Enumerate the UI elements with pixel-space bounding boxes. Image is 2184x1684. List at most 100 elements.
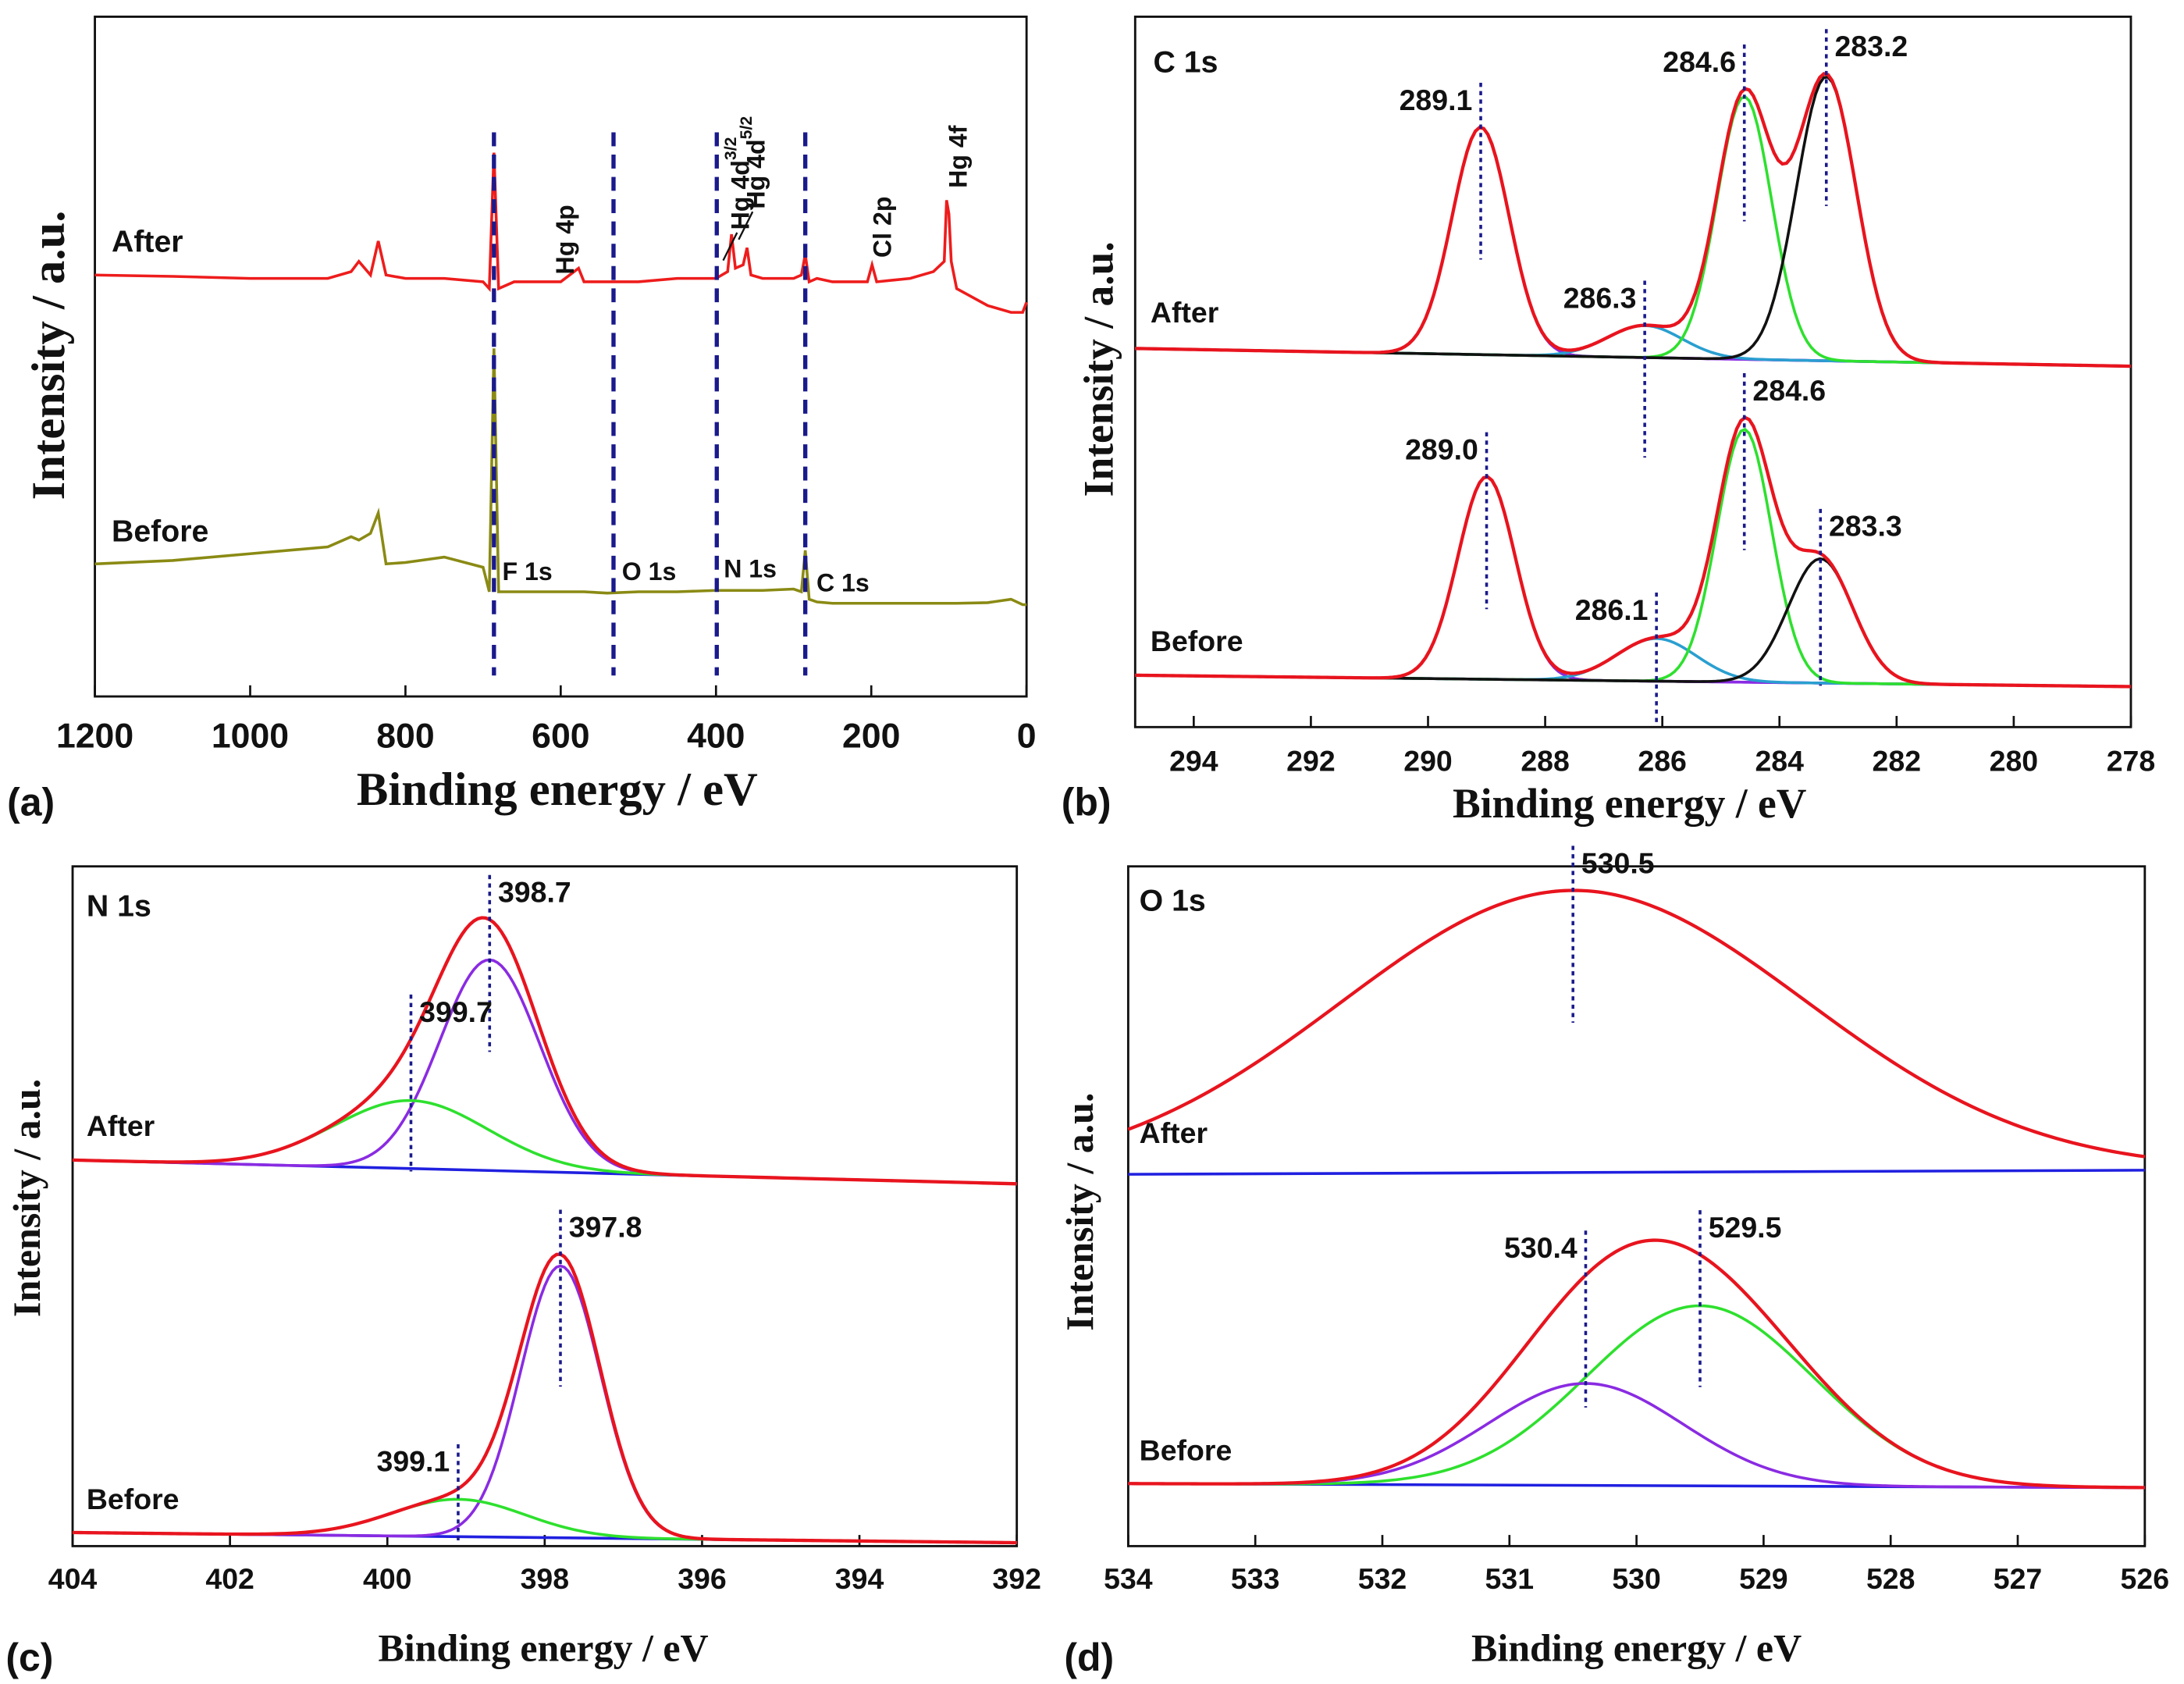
panel-title: C 1s xyxy=(1154,45,1218,79)
x-tick-label: 288 xyxy=(1521,745,1569,778)
fit-envelope xyxy=(73,1252,1017,1545)
x-axis-label: Binding energy / eV xyxy=(1471,1625,1802,1669)
x-axis-label: Binding energy / eV xyxy=(379,1625,709,1669)
peak-annotation: Hg 4d5/2 xyxy=(737,116,770,209)
annotation-arrow xyxy=(738,211,754,240)
panel-label: (c) xyxy=(5,1636,53,1679)
x-axis-label: Binding energy / eV xyxy=(1453,780,1807,827)
annotation-text: C 1s xyxy=(816,569,870,597)
x-axis-label: Binding energy / eV xyxy=(357,764,758,816)
peak-label: 283.3 xyxy=(1829,510,1902,543)
peak-label: 530.5 xyxy=(1581,846,1655,879)
series-label: After xyxy=(112,225,183,259)
fit-component xyxy=(1135,427,2131,689)
x-tick-label: 392 xyxy=(992,1562,1041,1595)
x-tick-label: 398 xyxy=(521,1562,569,1595)
x-tick-label: 402 xyxy=(205,1562,254,1595)
peak-annotation: Cl 2p xyxy=(869,197,897,258)
x-tick-label: 404 xyxy=(48,1562,98,1595)
fit-component xyxy=(1135,75,2131,368)
fit-envelope xyxy=(1128,1238,2145,1490)
x-tick-label: 532 xyxy=(1358,1562,1407,1595)
annotation-text: Cl 2p xyxy=(869,197,897,258)
panel-label: (b) xyxy=(1062,780,1112,824)
fit-component xyxy=(1135,126,2131,368)
peak-label: 284.6 xyxy=(1752,374,1826,407)
x-tick-label: 800 xyxy=(376,717,434,755)
fit-envelope xyxy=(1135,415,2131,689)
peak-label: 283.2 xyxy=(1834,30,1908,62)
peak-annotation: N 1s xyxy=(724,555,777,583)
peak-label: 289.0 xyxy=(1405,433,1478,465)
fit-component xyxy=(1128,1382,2145,1490)
panel-title: O 1s xyxy=(1140,883,1206,917)
plot-frame xyxy=(94,15,1028,698)
peak-annotation: Hg 4p xyxy=(551,205,579,274)
x-tick-label: 1200 xyxy=(56,717,133,755)
y-axis-label: Intensity / a.u. xyxy=(5,1079,48,1317)
x-tick-label: 528 xyxy=(1866,1562,1915,1595)
y-axis-label: Intensity / a.u. xyxy=(1076,241,1122,497)
peak-annotation: O 1s xyxy=(622,558,677,586)
series-label: After xyxy=(1151,296,1219,329)
annotation-text: O 1s xyxy=(622,558,677,586)
annotation-text: Hg 4p xyxy=(551,205,579,274)
x-tick-label: 290 xyxy=(1403,745,1453,778)
annotation-text: F 1s xyxy=(503,558,553,586)
panel-label: (d) xyxy=(1064,1636,1114,1679)
x-tick-label: 600 xyxy=(532,717,589,755)
peak-annotation: C 1s xyxy=(816,569,870,597)
x-tick-label: 526 xyxy=(2121,1562,2169,1595)
x-tick-label: 531 xyxy=(1485,1562,1534,1595)
peak-annotation: F 1s xyxy=(503,558,553,586)
peak-label: 289.1 xyxy=(1400,84,1473,116)
x-tick-label: 294 xyxy=(1169,745,1218,778)
panel-title: N 1s xyxy=(87,889,151,924)
series-label: After xyxy=(87,1109,155,1142)
series-label: After xyxy=(1140,1116,1208,1149)
x-tick-label: 534 xyxy=(1104,1562,1153,1595)
x-tick-label: 284 xyxy=(1755,745,1804,778)
x-tick-label: 292 xyxy=(1286,745,1336,778)
x-tick-label: 278 xyxy=(2107,745,2156,778)
fit-envelope xyxy=(72,916,1017,1186)
peak-label: 286.1 xyxy=(1575,593,1649,626)
peak-label: 399.1 xyxy=(377,1445,450,1478)
y-axis-label: Intensity / a.u. xyxy=(23,211,75,500)
annotation-superscript: 5/2 xyxy=(737,116,756,140)
spectrum-line xyxy=(94,348,1027,607)
x-tick-label: 396 xyxy=(678,1562,726,1595)
x-tick-label: 527 xyxy=(1994,1562,2043,1595)
series-label: Before xyxy=(1140,1434,1233,1467)
peak-label: 399.7 xyxy=(419,995,493,1028)
peak-label: 284.6 xyxy=(1663,45,1736,78)
annotation-text: Hg 4d xyxy=(742,139,770,208)
fit-component xyxy=(1135,475,2131,689)
x-tick-label: 286 xyxy=(1638,745,1686,778)
peak-annotation: Hg 4f xyxy=(944,125,973,188)
annotation-superscript: 3/2 xyxy=(721,137,740,160)
series-label: Before xyxy=(87,1483,180,1515)
plot-frame xyxy=(1133,15,2132,728)
x-tick-label: 1000 xyxy=(212,717,289,755)
peak-label: 529.5 xyxy=(1709,1211,1782,1244)
peak-label: 398.7 xyxy=(498,876,571,909)
x-tick-label: 400 xyxy=(363,1562,412,1595)
series-label: Before xyxy=(1151,625,1243,657)
fit-component xyxy=(72,958,1017,1186)
x-tick-label: 200 xyxy=(842,717,900,755)
x-tick-label: 282 xyxy=(1873,745,1922,778)
fit-envelope xyxy=(1127,888,2146,1159)
spectrum-line xyxy=(94,152,1028,314)
plot-frame xyxy=(1126,865,2147,1547)
peak-label: 286.3 xyxy=(1563,281,1637,314)
x-tick-label: 280 xyxy=(1990,745,2039,778)
x-tick-label: 530 xyxy=(1612,1562,1661,1595)
fit-component xyxy=(1135,324,2131,368)
background-line xyxy=(1128,1169,2145,1176)
panel-label: (a) xyxy=(7,780,55,824)
series-label: Before xyxy=(112,514,208,549)
x-tick-label: 394 xyxy=(835,1562,884,1595)
y-axis-label: Intensity / a.u. xyxy=(1058,1093,1101,1331)
peak-label: 397.8 xyxy=(569,1210,642,1243)
